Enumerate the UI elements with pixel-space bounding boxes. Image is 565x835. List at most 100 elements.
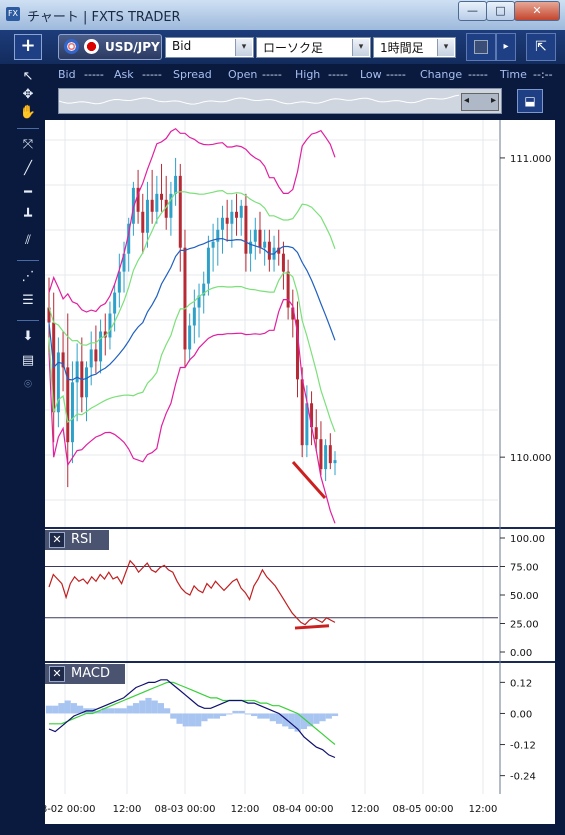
- play-button[interactable]: ▸: [496, 33, 516, 61]
- hand-icon[interactable]: ✋: [19, 105, 37, 120]
- macd-close-button[interactable]: ✕: [49, 666, 65, 682]
- rsi-tick-label: 75.00: [510, 563, 539, 574]
- macd-histogram-bar: [251, 713, 258, 717]
- candle-body: [113, 292, 117, 314]
- macd-histogram-bar: [182, 713, 189, 727]
- macd-histogram-bar: [288, 713, 295, 729]
- crosshair-pointer-icon[interactable]: ✥: [22, 87, 34, 102]
- maximize-button[interactable]: □: [486, 1, 515, 21]
- camera-icon[interactable]: ⌾: [24, 377, 32, 392]
- candle-body: [328, 445, 332, 464]
- macd-histogram-bar: [114, 708, 121, 714]
- macd-histogram-bar: [325, 713, 332, 719]
- window-titlebar: FX チャート | FXTS TRADER — □ ✕: [0, 0, 565, 31]
- minimize-button[interactable]: —: [458, 1, 487, 21]
- symbol-selector[interactable]: USD/JPY: [58, 34, 162, 60]
- chevron-down-icon: ▾: [235, 39, 252, 56]
- chart-area[interactable]: 111.000 110.000 100.00 75.00 50.00 25.00 0.00 0…: [45, 120, 555, 824]
- chevron-down-icon: ▾: [437, 39, 454, 56]
- color-square-button[interactable]: [466, 33, 496, 61]
- candle-body: [281, 253, 285, 272]
- change-label: Change: [420, 68, 463, 81]
- trend-line-icon[interactable]: ╱: [24, 161, 32, 176]
- fibonacci-icon[interactable]: ☰: [22, 293, 34, 308]
- navigator-left-arrow[interactable]: ◂: [464, 95, 470, 106]
- candle-body: [310, 403, 314, 428]
- macd-histogram-bar: [151, 700, 158, 714]
- macd-histogram-bar: [52, 705, 59, 714]
- macd-histogram-bar: [331, 713, 339, 717]
- macd-histogram-bar: [294, 713, 301, 732]
- candle-body: [286, 271, 290, 308]
- macd-histogram-bar: [195, 713, 202, 727]
- rsi-panel-label: RSI: [71, 532, 93, 547]
- macd-histogram-bar: [170, 713, 177, 719]
- pointer-icon[interactable]: ↖: [22, 69, 34, 84]
- close-button[interactable]: ✕: [514, 1, 560, 21]
- candle-body: [314, 427, 318, 440]
- candle-body: [70, 382, 74, 443]
- candle-body: [127, 223, 131, 254]
- quote-bar: Bid ----- Ask ----- Spread Open ----- Hi…: [58, 66, 528, 84]
- macd-histogram-bar: [319, 713, 326, 722]
- price-type-select[interactable]: Bid ▾: [165, 37, 254, 58]
- candle-body: [131, 187, 135, 224]
- candle-body: [305, 403, 309, 446]
- horizontal-line-icon[interactable]: ━: [24, 185, 32, 200]
- vertical-line-icon[interactable]: ┻: [24, 209, 32, 224]
- timeframe-select[interactable]: 1時間足 ▾: [373, 37, 456, 58]
- tool-separator: [17, 128, 39, 129]
- chart-navigator[interactable]: ◂ ▸: [58, 88, 502, 114]
- candle-body: [192, 307, 196, 326]
- macd-histogram-bar: [157, 703, 165, 714]
- macd-histogram-bar: [219, 713, 227, 717]
- bid-value: -----: [84, 68, 104, 81]
- candle-body: [216, 229, 220, 242]
- candle-body: [169, 193, 173, 218]
- candle-body: [164, 199, 168, 218]
- macd-histogram-bar: [164, 708, 171, 714]
- rsi-tick-label: 25.00: [510, 620, 539, 631]
- rsi-line: [48, 559, 336, 626]
- rsi-close-button[interactable]: ✕: [49, 532, 65, 548]
- chevron-down-icon: ▾: [352, 39, 369, 56]
- list-icon[interactable]: ▤: [21, 353, 35, 368]
- drawing-toolbar: ↖ ✥ ✋ ⤧ ╱ ━ ┻ ⫽ ⋰ ☰ ⬇ ▤ ⌾: [14, 66, 42, 396]
- high-value: -----: [328, 68, 348, 81]
- candle-body: [230, 211, 234, 224]
- navigator-lock-button[interactable]: ⬓: [517, 89, 543, 113]
- candle-body: [239, 205, 243, 218]
- chart-type-select[interactable]: ローソク足 ▾: [256, 37, 371, 58]
- time-axis-label: 12:00: [351, 804, 380, 815]
- macd-histogram-bar: [226, 713, 233, 715]
- pin-tool-icon[interactable]: ⤧: [22, 137, 34, 152]
- macd-histogram-bar: [263, 713, 270, 719]
- macd-histogram-bar: [307, 713, 314, 727]
- candle-body: [145, 199, 149, 233]
- candle-body: [47, 307, 51, 323]
- macd-histogram-bar: [101, 708, 109, 714]
- candle-body: [197, 295, 201, 308]
- candle-body: [141, 211, 145, 233]
- macd-histogram-bar: [213, 713, 220, 719]
- add-chart-button[interactable]: +: [14, 34, 42, 60]
- candle-body: [56, 352, 60, 413]
- candle-body: [249, 241, 253, 254]
- rsi-tick-label: 100.00: [510, 534, 545, 545]
- macd-histogram-bar: [176, 713, 183, 724]
- jp-flag-icon: [84, 39, 99, 54]
- undock-button[interactable]: ⇱: [526, 33, 556, 61]
- fan-tool-icon[interactable]: ⋰: [21, 269, 35, 284]
- macd-histogram-bar: [257, 713, 264, 719]
- navigator-handle[interactable]: ◂ ▸: [461, 93, 499, 111]
- macd-signal-line: [49, 681, 336, 745]
- navigator-right-arrow[interactable]: ▸: [490, 95, 496, 106]
- time-axis-label: 08-02 00:00: [45, 804, 96, 815]
- download-icon[interactable]: ⬇: [22, 329, 34, 344]
- bollinger-inner-lower-line: [48, 272, 336, 433]
- macd-line: [48, 679, 336, 759]
- macd-histogram-bar: [108, 708, 115, 714]
- candle-body: [211, 241, 215, 248]
- candle-body: [291, 307, 295, 320]
- channel-tool-icon[interactable]: ⫽: [25, 233, 31, 248]
